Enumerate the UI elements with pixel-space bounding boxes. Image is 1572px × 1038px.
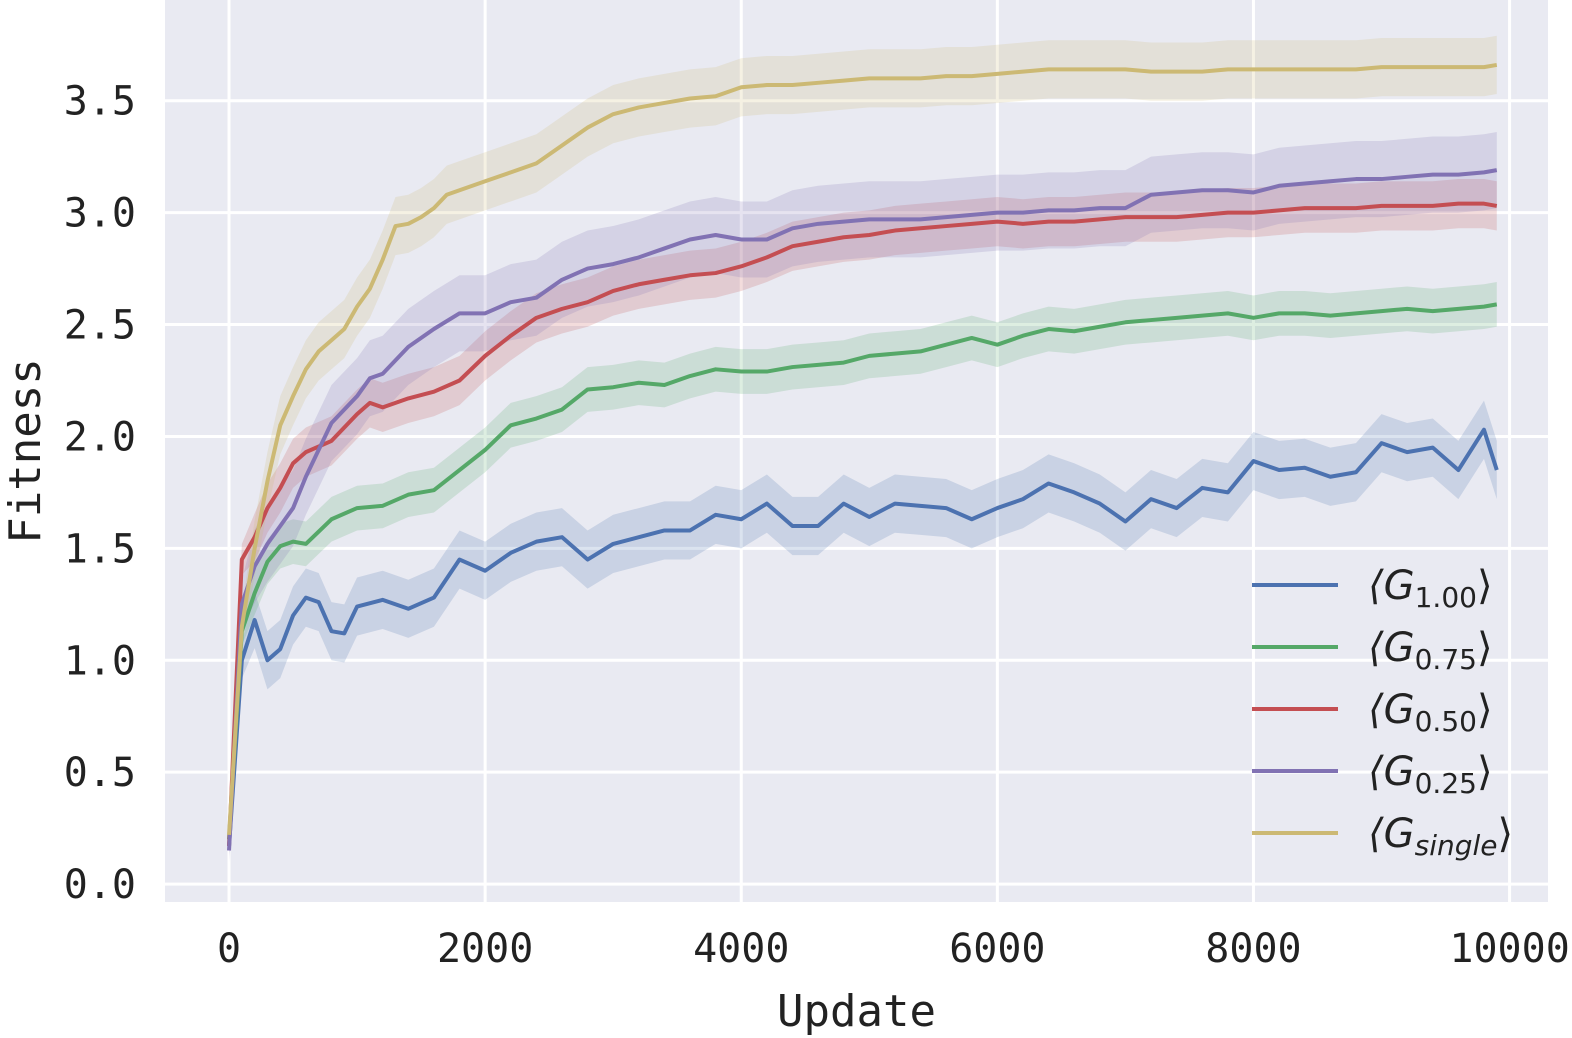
legend-entry: ⟨G0.50⟩ (1368, 687, 1493, 738)
plot-background (165, 0, 1548, 902)
y-axis-label: Fitness (0, 358, 51, 543)
legend-entry: ⟨G0.25⟩ (1368, 749, 1493, 800)
legend-entry: ⟨Gsingle⟩ (1368, 811, 1513, 862)
y-tick-label: 3.0 (64, 191, 136, 237)
x-tick-label: 8000 (1205, 926, 1301, 972)
confidence-band (229, 282, 1497, 847)
series-line (227, 427, 1499, 847)
x-tick-labels: 0 2000 4000 6000 8000 10000 (217, 926, 1570, 972)
series-line (227, 62, 1498, 835)
series-line (227, 168, 1498, 851)
series-line (227, 302, 1498, 840)
x-tick-label: 10000 (1449, 926, 1569, 972)
x-tick-label: 4000 (693, 926, 789, 972)
x-axis-label: Update (777, 986, 936, 1037)
y-tick-label: 1.5 (64, 526, 136, 572)
y-tick-label: 3.5 (64, 79, 136, 125)
y-tick-label: 0.0 (64, 862, 136, 908)
x-tick-label: 2000 (437, 926, 533, 972)
legend: ⟨G1.00⟩ ⟨G0.75⟩ ⟨G0.50⟩ ⟨G0.25⟩ ⟨Gsingle⟩ (1252, 563, 1513, 862)
y-tick-label: 0.5 (64, 750, 136, 796)
legend-entry: ⟨G0.75⟩ (1368, 625, 1493, 676)
y-tick-label: 2.0 (64, 414, 136, 460)
x-tick-label: 0 (217, 926, 241, 972)
confidence-band (229, 400, 1497, 855)
x-tick-label: 6000 (949, 926, 1045, 972)
legend-entry: ⟨G1.00⟩ (1368, 563, 1493, 614)
y-tick-labels: 0.0 0.5 1.0 1.5 2.0 2.5 3.0 3.5 (64, 79, 136, 908)
y-tick-label: 2.5 (64, 303, 136, 349)
series-lines (227, 62, 1499, 851)
y-tick-label: 1.0 (64, 638, 136, 684)
grid-lines (165, 0, 1548, 902)
series-line (227, 201, 1498, 847)
